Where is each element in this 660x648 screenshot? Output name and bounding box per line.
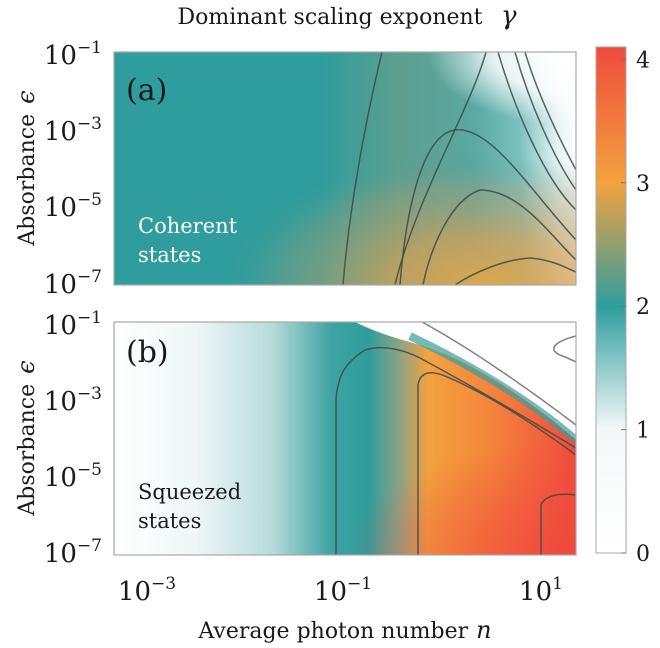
panel-a-label: (a) xyxy=(126,73,167,108)
panel-a-annotation-line1: Coherent xyxy=(138,214,238,238)
colorbar-gradient xyxy=(595,46,627,554)
panel-a-ytick-1: 10−3 xyxy=(44,114,102,147)
colorbar-tick-label-2: 2 xyxy=(636,295,650,320)
panel-a-frame xyxy=(113,51,577,286)
colorbar: 0 1 2 3 4 xyxy=(595,46,650,567)
panel-b-label: (b) xyxy=(126,335,169,370)
panel-b-ytick-1: 10−3 xyxy=(44,384,102,417)
panel-a-ytick-3: 10−7 xyxy=(44,267,102,300)
panel-b-annotation-line2: states xyxy=(138,509,201,533)
panel-b-frame xyxy=(113,321,577,556)
x-axis-title: Average photon number n xyxy=(197,616,491,644)
colorbar-tick-label-1: 1 xyxy=(636,419,650,444)
panel-a-contours xyxy=(342,52,576,285)
panel-a-annotation-line2: states xyxy=(138,243,201,267)
panel-a: (a) Coherent states 10−1 10−3 10−5 10−7 … xyxy=(12,38,577,300)
panel-b-ytick-2: 10−5 xyxy=(44,460,102,493)
panel-b-ytick-0: 10−1 xyxy=(44,308,102,341)
xtick-0: 10−3 xyxy=(118,574,176,607)
colorbar-ticks: 0 1 2 3 4 xyxy=(621,48,650,567)
panel-b-annotation-line1: Squeezed xyxy=(138,480,241,504)
panel-a-ytick-0: 10−1 xyxy=(44,38,102,71)
panel-b: (b) Squeezed states 10−1 10−3 10−5 10−7 … xyxy=(12,308,577,569)
panel-b-ylabel: Absorbanceϵ xyxy=(12,360,40,516)
panel-b-y-ticks: 10−1 10−3 10−5 10−7 xyxy=(44,308,102,569)
panel-a-ytick-2: 10−5 xyxy=(44,190,102,223)
x-ticks: 10−3 10−1 101 xyxy=(118,574,563,607)
figure-title: Dominant scaling exponent xyxy=(177,5,482,30)
colorbar-tick-label-3: 3 xyxy=(636,172,650,197)
xtick-1: 10−1 xyxy=(314,574,372,607)
title-symbol: γ xyxy=(501,1,517,31)
xtick-2: 101 xyxy=(519,574,563,607)
panel-a-ylabel: Absorbanceϵ xyxy=(12,90,40,246)
panel-b-contours xyxy=(335,322,576,555)
colorbar-tick-label-4: 4 xyxy=(636,48,650,73)
colorbar-tick-label-0: 0 xyxy=(636,542,650,567)
panel-b-ytick-3: 10−7 xyxy=(44,536,102,569)
panel-a-y-ticks: 10−1 10−3 10−5 10−7 xyxy=(44,38,102,300)
